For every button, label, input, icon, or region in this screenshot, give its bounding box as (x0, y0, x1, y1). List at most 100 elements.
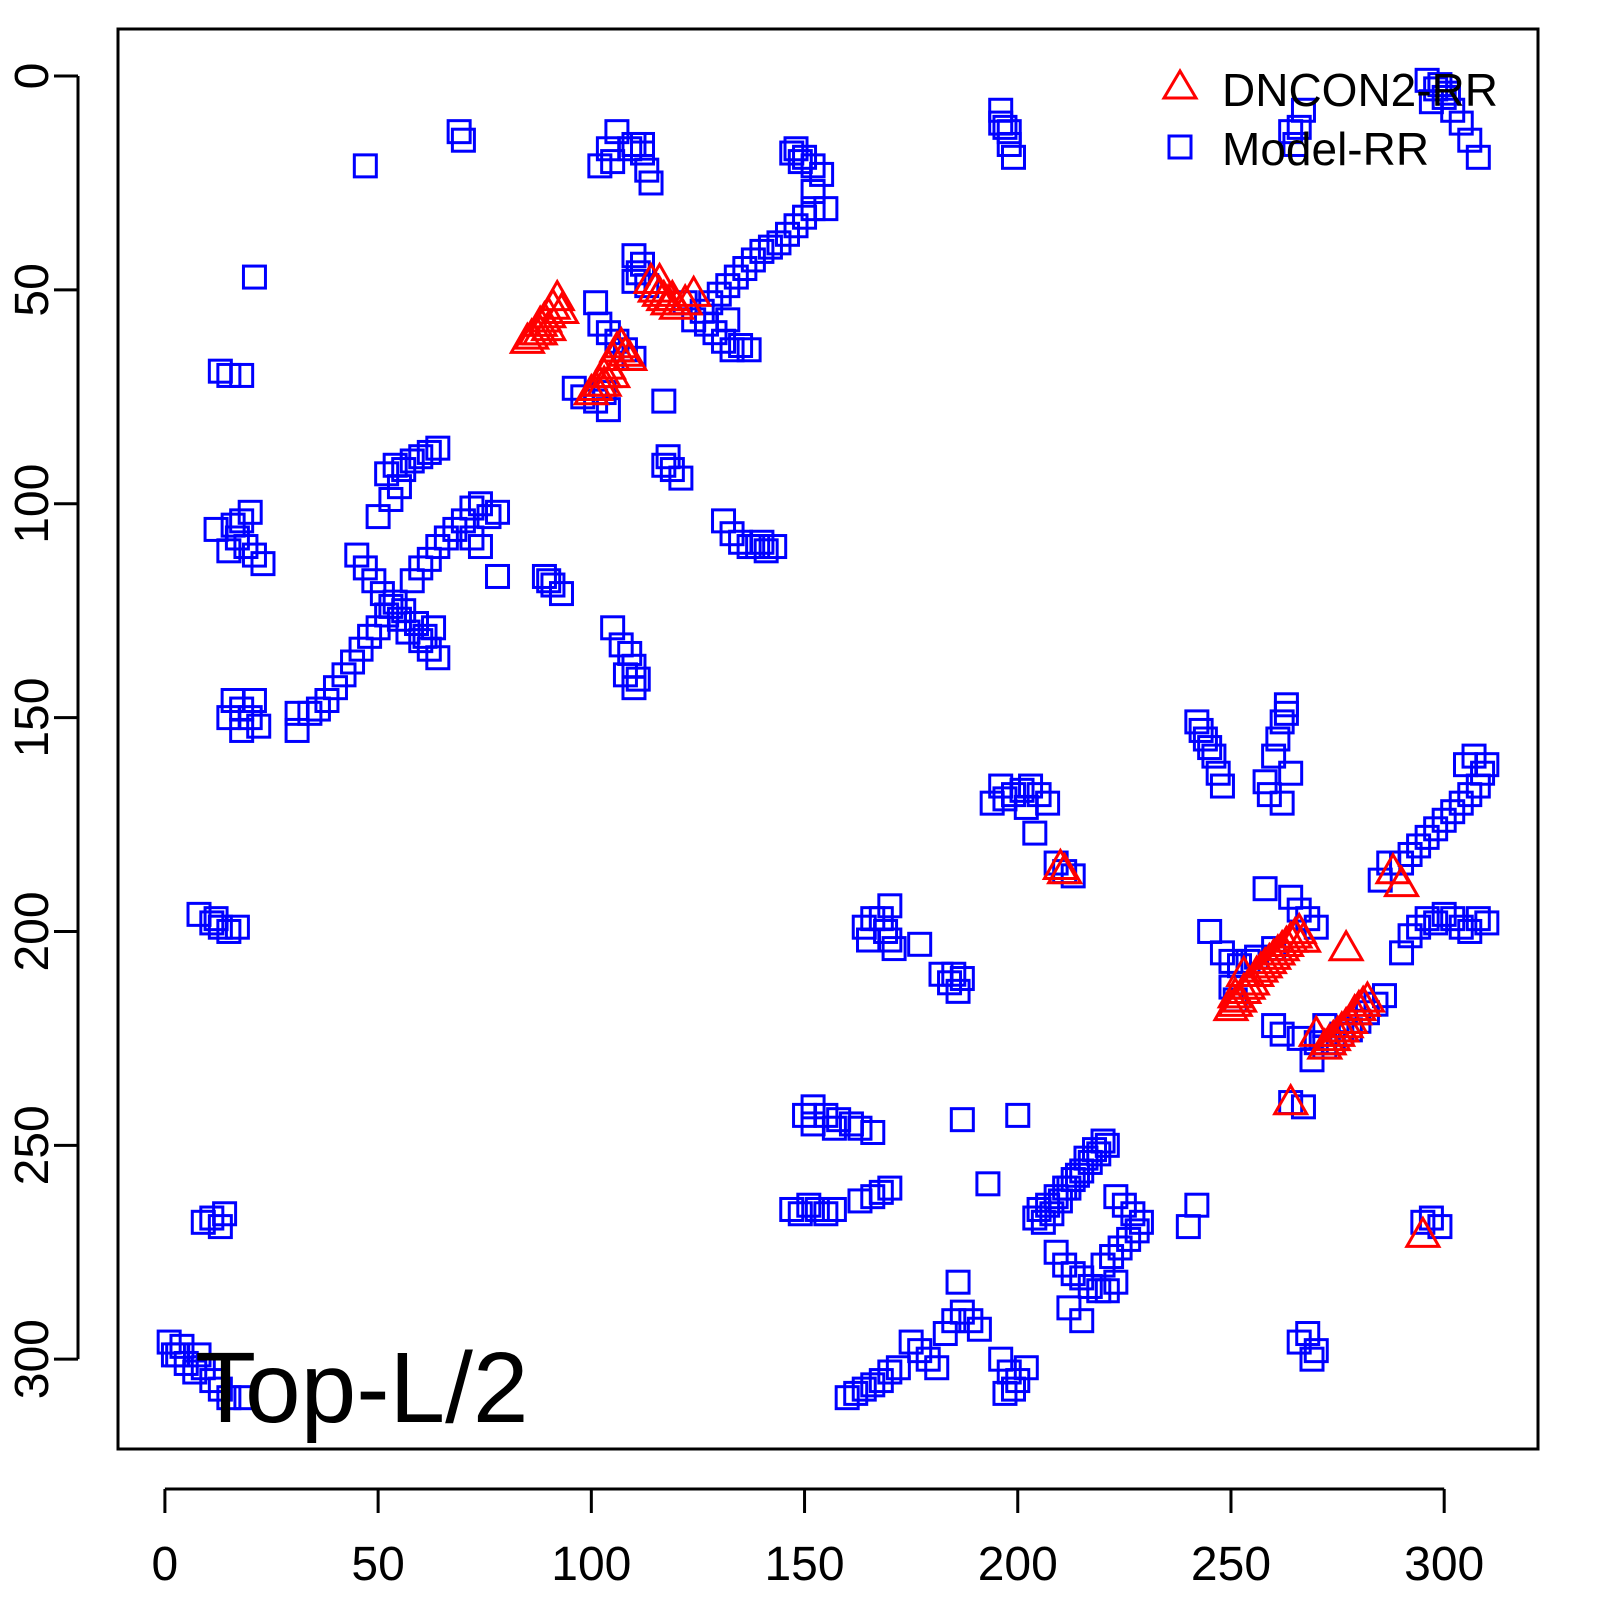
model-rr-point (365, 504, 391, 530)
model-rr-point (941, 961, 967, 987)
model-rr-point (860, 1372, 886, 1398)
model-rr-point (1252, 876, 1278, 902)
model-rr-point (1128, 1209, 1154, 1235)
model-rr-point (1099, 1244, 1125, 1270)
model-rr-point (651, 452, 677, 478)
model-rr-point (391, 457, 417, 483)
model-rr-point (570, 384, 596, 410)
model-rr-point (425, 645, 451, 671)
model-rr-point (352, 555, 378, 581)
model-rr-point (446, 119, 472, 145)
model-rr-point (975, 1171, 1001, 1197)
model-rr-point (847, 1115, 873, 1141)
model-rr-point (804, 1196, 830, 1222)
model-rr-point (1052, 1252, 1078, 1278)
dncon2-rr-point (1327, 928, 1365, 962)
dncon2-rr-point (611, 338, 649, 372)
model-rr-point (608, 632, 634, 658)
model-rr-point (199, 910, 225, 936)
model-rr-point (348, 636, 374, 662)
model-rr-point (391, 598, 417, 624)
chart-annotation: Top-L/2 (195, 1332, 529, 1444)
model-rr-point (229, 717, 255, 743)
model-rr-point (659, 457, 685, 483)
model-rr-point (1188, 717, 1214, 743)
model-rr-point (800, 196, 826, 222)
model-rr-point (199, 1368, 225, 1394)
model-rr-point (1269, 1021, 1295, 1047)
model-rr-point (1448, 110, 1474, 136)
dncon2-rr-point (1344, 984, 1382, 1017)
model-rr-point (689, 298, 715, 324)
model-rr-point (1397, 841, 1423, 867)
model-rr-point (625, 666, 651, 692)
model-rr-point (851, 914, 877, 940)
model-rr-point (988, 110, 1014, 136)
model-rr-point (1047, 1188, 1073, 1214)
model-rr-point (1410, 1209, 1436, 1235)
y-tick-label: 150 (6, 678, 59, 758)
model-rr-point (374, 461, 400, 487)
model-rr-point (476, 504, 502, 530)
model-rr-point (531, 563, 557, 589)
model-rr-point (190, 1355, 216, 1381)
model-rr-point (898, 1329, 924, 1355)
model-rr-point (229, 696, 255, 722)
model-rr-point (182, 1359, 208, 1385)
model-rr-point (399, 448, 425, 474)
model-rr-point (241, 688, 267, 714)
model-rr-point (783, 213, 809, 239)
model-rr-point (1256, 782, 1282, 808)
model-rr-point (945, 1269, 971, 1295)
model-rr-point (352, 153, 378, 179)
model-rr-point (792, 204, 818, 230)
model-rr-point (1423, 816, 1449, 842)
model-rr-point (1039, 1201, 1065, 1227)
model-rr-point (915, 1346, 941, 1372)
model-rr-point (1414, 906, 1440, 932)
model-rr-point (1056, 1175, 1082, 1201)
model-rr-point (958, 1308, 984, 1334)
model-rr-point (745, 534, 771, 560)
dncon2-rr-point (521, 312, 559, 346)
model-rr-point (1427, 72, 1453, 98)
model-rr-point (630, 131, 656, 157)
model-rr-point (467, 534, 493, 560)
model-rr-point (979, 790, 1005, 816)
model-rr-point (907, 931, 933, 957)
model-rr-point (800, 1094, 826, 1120)
model-rr-point (1261, 1013, 1287, 1039)
dncon2-rr-point (572, 372, 610, 406)
model-rr-point (1124, 1218, 1150, 1244)
dncon2-rr-point (1340, 988, 1378, 1022)
model-rr-point (1457, 918, 1483, 944)
model-rr-point (1184, 1192, 1210, 1218)
dncon2-rr-point (1276, 915, 1314, 949)
y-tick-label: 300 (6, 1319, 59, 1399)
model-rr-point (651, 388, 677, 414)
model-rr-point (1431, 901, 1457, 927)
x-tick-label: 0 (152, 1538, 179, 1591)
model-rr-point (587, 311, 613, 337)
model-rr-point (1069, 1158, 1095, 1184)
model-rr-point (233, 1385, 259, 1411)
model-rr-point (357, 623, 383, 649)
model-rr-point (1073, 1145, 1099, 1171)
model-rr-point (160, 1342, 186, 1368)
model-rr-point (1461, 743, 1487, 769)
model-rr-point (378, 593, 404, 619)
model-rr-point (408, 444, 434, 470)
model-rr-point (459, 495, 485, 521)
model-rr-point (1030, 1209, 1056, 1235)
model-rr-point (809, 161, 835, 187)
model-rr-point (1060, 863, 1086, 889)
model-rr-point (702, 320, 728, 346)
model-rr-point (1000, 1376, 1026, 1402)
model-rr-point (246, 713, 272, 739)
model-rr-point (1261, 743, 1287, 769)
model-rr-point (1056, 1295, 1082, 1321)
model-rr-point (412, 623, 438, 649)
model-rr-point (715, 307, 741, 333)
legend-label-dncon2: DNCON2-RR (1222, 64, 1498, 116)
